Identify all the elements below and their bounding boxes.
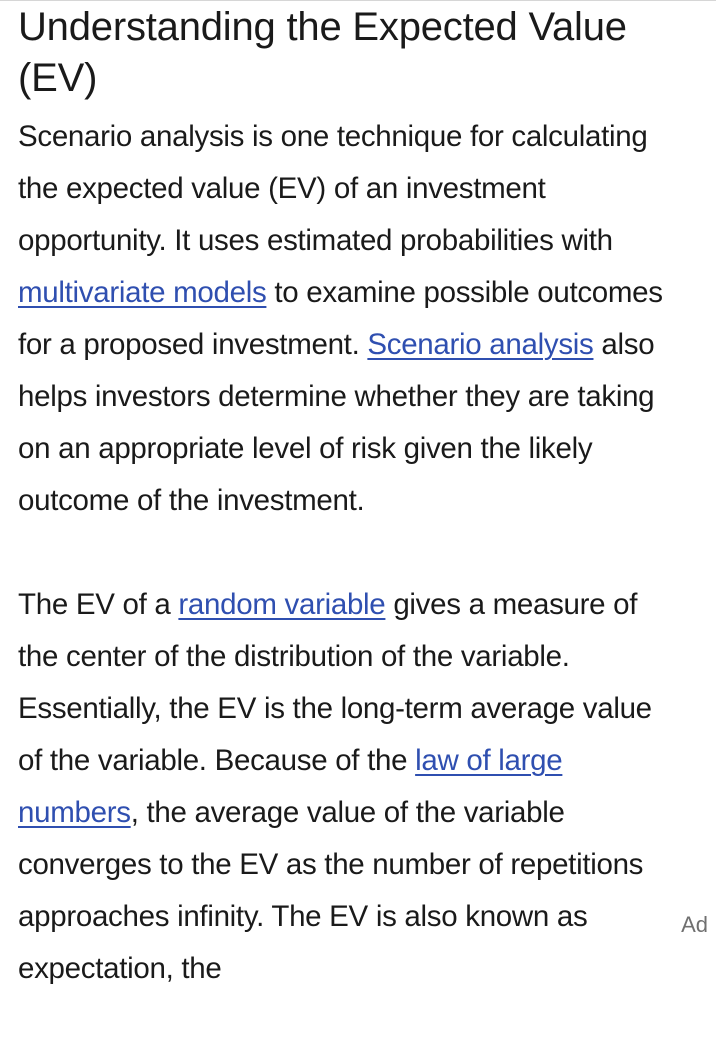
section-heading: Understanding the Expected Value (EV) <box>18 5 627 100</box>
paragraph-scenario-analysis: Scenario analysis is one technique for c… <box>18 111 673 527</box>
paragraph-text: The EV of a <box>18 588 179 621</box>
link-law-of-large-numbers[interactable]: law of large numbers <box>18 744 563 829</box>
link-multivariate-models[interactable]: multivariate models <box>18 276 267 309</box>
paragraph-expected-value: The EV of a random variable gives a meas… <box>18 579 673 995</box>
link-scenario-analysis[interactable]: Scenario analysis <box>367 328 594 361</box>
top-divider <box>0 0 716 1</box>
ad-label[interactable]: Ad <box>681 912 708 937</box>
paragraph-text: to examine possible outcomes for a propo… <box>18 276 663 361</box>
paragraph-text: also helps investors determine whether t… <box>18 328 655 517</box>
paragraph-text: , the average value of the variable conv… <box>18 796 644 985</box>
paragraph-text: Scenario analysis is one technique for c… <box>18 120 648 257</box>
paragraph-text: gives a measure of the center of the dis… <box>18 588 652 777</box>
link-random-variable[interactable]: random variable <box>178 588 386 621</box>
article-body: Understanding the Expected Value (EV) Sc… <box>18 2 673 995</box>
